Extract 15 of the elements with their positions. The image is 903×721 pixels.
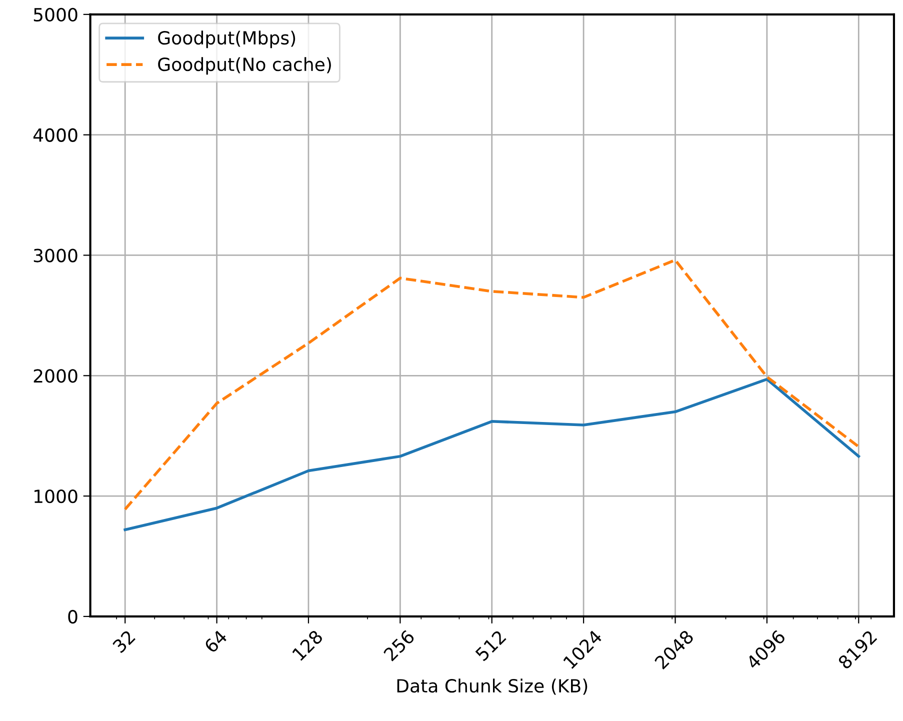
- x-axis-title: Data Chunk Size (KB): [397, 678, 588, 695]
- line-series: [124, 378, 860, 532]
- y-tick-label: 2000: [34, 369, 78, 383]
- y-tick-label: 3000: [34, 248, 78, 262]
- x-tick-label: 512: [474, 630, 506, 662]
- x-tick-label: 64: [204, 629, 228, 654]
- x-tick-label: 128: [292, 629, 324, 662]
- legend-label: Goodput(Mbps): [158, 30, 296, 48]
- x-tick-label: 32: [112, 630, 136, 654]
- y-tick-label: 1000: [34, 490, 78, 504]
- y-tick-label: 0: [68, 610, 78, 624]
- y-tick-label: 5000: [34, 8, 78, 22]
- y-tick-label: 4000: [33, 128, 78, 142]
- line-series: [124, 258, 860, 511]
- legend-label: Goodput(No cache): [158, 57, 331, 75]
